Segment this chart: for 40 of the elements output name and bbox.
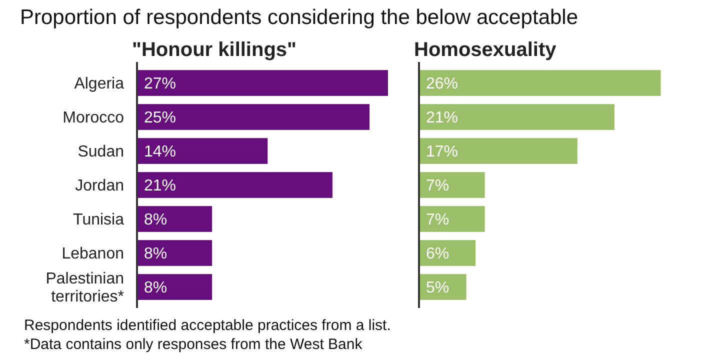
bar — [138, 274, 212, 300]
bar — [138, 138, 268, 164]
data-label: 21% — [426, 110, 458, 127]
data-label: 27% — [144, 76, 176, 93]
data-label: 8% — [144, 212, 168, 229]
y-tick-label: Jordan — [75, 178, 124, 195]
bar — [138, 240, 212, 266]
y-tick-label: Morocco — [62, 110, 124, 127]
data-label: 7% — [426, 178, 450, 195]
data-label: 5% — [426, 280, 450, 297]
bar — [420, 70, 661, 96]
bar — [420, 172, 485, 198]
data-label: 6% — [426, 246, 450, 263]
data-label: 26% — [426, 76, 458, 93]
data-label: 14% — [144, 144, 176, 161]
data-label: 21% — [144, 178, 176, 195]
chart-title: Proportion of respondents considering the below acceptable — [20, 6, 578, 29]
data-label: 25% — [144, 110, 176, 127]
y-tick-label: Sudan — [78, 144, 124, 161]
bar — [420, 138, 578, 164]
bar — [138, 104, 370, 130]
bar — [138, 70, 388, 96]
bar — [138, 206, 212, 232]
y-tick-label: Palestinian territories* — [46, 270, 124, 306]
data-label: 17% — [426, 144, 458, 161]
chart-subtitle: Homosexuality — [414, 39, 558, 61]
text: Respondents identified acceptable practices from a list. — [24, 317, 391, 334]
bar — [420, 206, 485, 232]
data-label: 8% — [144, 246, 168, 263]
bar — [420, 274, 466, 300]
y-tick-label: Tunisia — [73, 212, 124, 229]
chart-subtitle: "Honour killings" — [132, 39, 297, 61]
y-tick-label: Lebanon — [62, 246, 124, 263]
bar — [420, 240, 476, 266]
data-label: 8% — [144, 280, 168, 297]
data-label: 7% — [426, 212, 450, 229]
text: *Data contains only responses from the West Bank — [24, 336, 363, 353]
y-tick-label: Algeria — [74, 76, 124, 93]
bar — [420, 104, 614, 130]
bar — [138, 172, 332, 198]
